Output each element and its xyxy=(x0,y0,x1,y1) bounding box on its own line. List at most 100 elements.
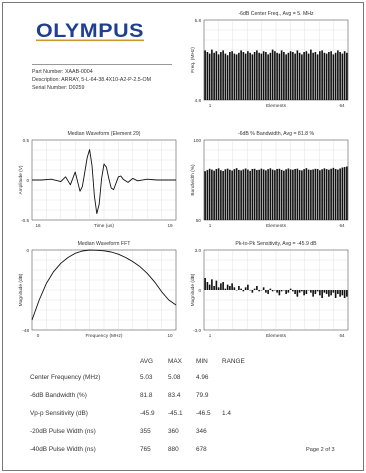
bar xyxy=(235,168,238,220)
y-axis-label: Freq. (MHz) xyxy=(190,47,196,73)
bar xyxy=(231,170,233,220)
bar xyxy=(303,52,305,100)
bar xyxy=(247,284,249,290)
bar xyxy=(253,168,256,220)
bar xyxy=(222,282,224,290)
fft-svg: Median Waveform FFT 0 -48 0 10 Frequency (MHz… xyxy=(18,241,177,339)
bar xyxy=(332,167,335,220)
bar xyxy=(339,290,341,297)
bar xyxy=(301,290,303,292)
bar xyxy=(265,290,267,293)
bar xyxy=(294,168,296,220)
bar xyxy=(323,290,326,293)
bar xyxy=(256,50,258,100)
bar xyxy=(323,168,326,220)
bar xyxy=(276,52,278,100)
y-axis-label: Magnitude (dB) xyxy=(190,273,196,306)
bar xyxy=(233,287,236,290)
svg-text:OLYMPUS: OLYMPUS xyxy=(36,21,144,42)
bar xyxy=(240,288,242,290)
bar xyxy=(280,169,283,220)
table-header xyxy=(30,354,140,368)
bar xyxy=(251,168,254,220)
y-tick-label: 50 xyxy=(196,218,202,223)
bar xyxy=(289,169,292,220)
bar xyxy=(341,53,344,100)
table-header: AVG xyxy=(140,357,154,365)
x-axis-label: Time (us) xyxy=(94,223,114,229)
bar xyxy=(271,290,274,292)
bar xyxy=(278,290,281,296)
bar xyxy=(267,54,269,100)
bar xyxy=(251,54,254,100)
bar xyxy=(267,169,269,220)
bar xyxy=(213,52,215,100)
bar xyxy=(235,54,238,100)
bar xyxy=(323,52,326,100)
bar xyxy=(213,170,215,220)
bar xyxy=(240,170,242,220)
table-cell xyxy=(222,422,252,440)
bar xyxy=(249,170,251,220)
bar xyxy=(307,53,310,100)
x-axis-label: Elements xyxy=(266,223,287,229)
bar xyxy=(220,283,222,290)
bar xyxy=(211,49,213,100)
bar xyxy=(220,52,222,100)
x-tick-label: 64 xyxy=(339,223,345,228)
sensitivity-chart: Pk-to-Pk Sensitivity, Avg = -45.9 dB 3.0 0… xyxy=(186,236,354,348)
chart-title: Median Waveform FFT xyxy=(78,241,132,247)
y-tick-label: 4.8 xyxy=(195,98,202,103)
bar xyxy=(247,51,249,100)
bar xyxy=(215,280,218,290)
bar xyxy=(285,290,287,294)
bar xyxy=(238,169,240,220)
median-waveform-chart: Median Waveform (Element 29) 0.5 0 -0.5 16 19… xyxy=(14,126,182,238)
chart-title: Pk-to-Pk Sensitivity, Avg = -45.9 dB xyxy=(235,241,317,247)
bar xyxy=(314,168,317,220)
bar xyxy=(312,290,314,297)
bar xyxy=(321,169,323,220)
bar xyxy=(204,171,206,220)
bar xyxy=(260,53,263,100)
bar xyxy=(301,54,303,100)
bar xyxy=(298,52,301,100)
table-row: -20dB Pulse Width (ns) 355 360 346 xyxy=(30,422,252,440)
bar xyxy=(321,50,323,100)
bar xyxy=(258,290,260,292)
bar xyxy=(280,290,283,292)
series-line xyxy=(32,149,176,215)
bar xyxy=(217,168,220,220)
bar xyxy=(242,290,245,292)
table-cell: Vp-p Sensitivity (dB) xyxy=(30,409,88,417)
bar xyxy=(330,51,332,100)
bar xyxy=(258,52,260,100)
bar xyxy=(220,170,222,220)
bar xyxy=(285,54,287,100)
chart-title: -6dB % Bandwidth, Avg = 81.8 % xyxy=(238,131,315,137)
bar xyxy=(262,169,265,220)
bar xyxy=(319,170,321,220)
table-cell: 765 xyxy=(140,445,151,453)
bar xyxy=(285,169,287,220)
bar xyxy=(229,286,231,290)
y-tick-label: 3.0 xyxy=(195,248,202,253)
x-axis-label: Frequency (MHz) xyxy=(85,333,122,339)
table-cell: 678 xyxy=(196,445,207,453)
bar xyxy=(283,52,285,100)
bar xyxy=(316,168,319,220)
table-cell: Center Frequency (MHz) xyxy=(30,373,101,381)
bar xyxy=(204,50,206,100)
y-tick-label: -48 xyxy=(22,328,29,333)
bar xyxy=(330,168,332,220)
y-axis-label: Amplitude (V) xyxy=(18,165,24,194)
page-number: Page 2 of 3 xyxy=(306,447,335,453)
bar xyxy=(271,49,274,100)
bar xyxy=(287,168,290,220)
table-cell: 79.9 xyxy=(196,391,209,399)
bar xyxy=(310,49,312,100)
bar xyxy=(215,168,218,220)
table-cell: 83.4 xyxy=(168,391,181,399)
table-cell: -20dB Pulse Width (ns) xyxy=(30,427,96,435)
bar xyxy=(240,50,242,100)
